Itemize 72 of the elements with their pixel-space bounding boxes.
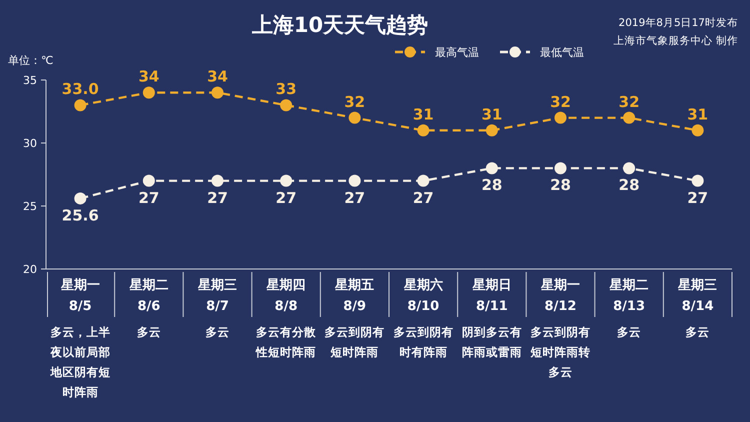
point: [692, 174, 704, 187]
data-label: 27: [276, 188, 297, 207]
y-tick-label: 30: [23, 137, 37, 150]
text: 多云到阴有时有阵雨: [393, 325, 454, 359]
data-label: 32: [550, 92, 571, 111]
point: [348, 174, 361, 187]
data-label: 34: [207, 68, 228, 86]
point: [486, 124, 498, 136]
legend-label: 最低气温: [540, 46, 584, 59]
x-tick-label: 星期一 8/5: [60, 278, 100, 314]
x-tick-label: 星期二 8/6: [128, 278, 168, 314]
point: [554, 112, 566, 124]
data-label: 33.0: [62, 80, 99, 98]
text: 多云，上半夜以前局部地区阴有短时阵雨: [49, 325, 110, 399]
point: [142, 174, 155, 187]
data-label: 28: [481, 176, 502, 194]
text: 2019年8月5日17时发布: [618, 16, 738, 29]
data-label: 27: [138, 188, 160, 207]
point: [142, 86, 155, 99]
data-label: 27: [687, 188, 708, 207]
x-tick-label: 星期五 8/9: [334, 278, 374, 314]
point: [280, 99, 292, 112]
data-label: 31: [481, 105, 502, 124]
point: [280, 174, 292, 187]
text: 上海市气象服务中心 制作: [614, 34, 738, 47]
data-label: 27: [412, 188, 434, 207]
x-tick-label: 星期日 8/11: [471, 278, 512, 314]
chart-title: 上海10天天气趋势: [250, 13, 428, 37]
data-label: 31: [412, 105, 434, 124]
y-tick-label: 20: [23, 263, 37, 276]
text: 多云: [136, 325, 161, 339]
data-label: 27: [344, 188, 366, 207]
point: [74, 99, 86, 112]
data-label: 31: [687, 105, 708, 124]
point: [417, 124, 430, 136]
point: [692, 124, 704, 136]
data-label: 34: [138, 68, 160, 86]
data-label: 32: [618, 92, 640, 111]
x-tick-label: 星期六 8/10: [402, 277, 443, 314]
legend-item: 最高气温: [395, 46, 479, 59]
point: [623, 112, 636, 124]
x-tick-label: 星期二 8/13: [608, 278, 649, 314]
text: 多云到阴有短时阵雨转多云: [530, 325, 590, 379]
legend-item: 最低气温: [500, 46, 584, 59]
x-tick-label: 星期三 8/7: [197, 278, 237, 314]
point: [212, 174, 224, 187]
point: [554, 162, 566, 174]
x-tick-label: 星期三 8/14: [677, 278, 718, 314]
data-label: 28: [618, 176, 640, 194]
x-tick-label: 星期一 8/12: [540, 278, 580, 314]
point: [486, 162, 498, 174]
text: 多云到阴有短时阵雨: [324, 325, 385, 359]
point: [74, 192, 86, 204]
text: 多云: [617, 325, 642, 339]
point: [348, 112, 361, 124]
data-label: 33: [276, 80, 297, 98]
data-label: 25.6: [62, 206, 99, 224]
y-axis-title: 单位：℃: [8, 54, 54, 67]
data-label: 27: [207, 188, 228, 207]
y-tick-label: 35: [23, 74, 37, 87]
point: [623, 162, 636, 174]
data-label: 32: [344, 92, 366, 111]
data-label: 28: [550, 176, 571, 194]
text: 多云: [686, 325, 710, 339]
legend-label: 最高气温: [435, 46, 479, 59]
text: 阴到多云有阵雨或雷雨: [462, 325, 522, 359]
x-tick-label: 星期四 8/8: [266, 278, 306, 314]
point: [417, 174, 430, 187]
text: 多云: [206, 325, 230, 339]
point: [212, 86, 224, 99]
text: 多云有分散性短时阵雨: [255, 325, 318, 359]
y-tick-label: 25: [23, 200, 37, 213]
